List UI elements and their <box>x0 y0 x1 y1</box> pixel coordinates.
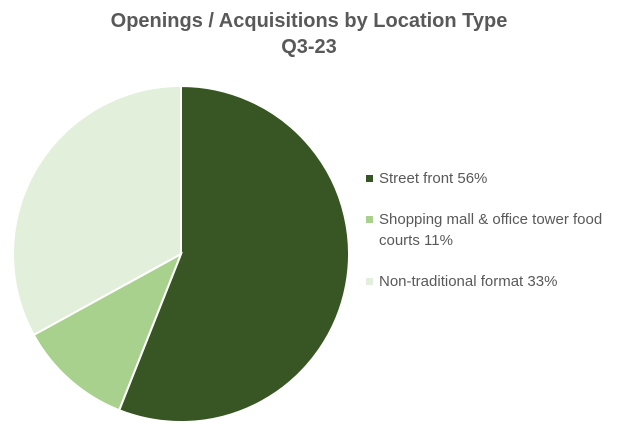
pie-slice <box>32 251 183 412</box>
pie-slice <box>12 84 182 337</box>
chart-title: Q3-23 <box>281 36 337 58</box>
legend-label: Non-traditional format <box>379 273 524 290</box>
pie-slice <box>117 84 350 423</box>
legend-swatch <box>366 216 373 223</box>
legend: Street front 56% Shopping mall & office t… <box>366 168 611 312</box>
legend-swatch <box>366 175 373 182</box>
legend-value: 11% <box>424 232 453 249</box>
legend-item: Shopping mall & office tower food courts… <box>366 209 611 251</box>
legend-item: Non-traditional format 33% <box>366 271 611 292</box>
legend-item: Street front 56% <box>366 168 611 189</box>
legend-label: Shopping mall & office tower food courts <box>379 211 603 249</box>
legend-value: 56% <box>457 170 488 187</box>
legend-label: Street front <box>379 170 454 187</box>
legend-value: 33% <box>527 273 558 290</box>
chart-title: Openings / Acquisitions by Location Type <box>111 10 508 32</box>
legend-swatch <box>366 278 373 285</box>
